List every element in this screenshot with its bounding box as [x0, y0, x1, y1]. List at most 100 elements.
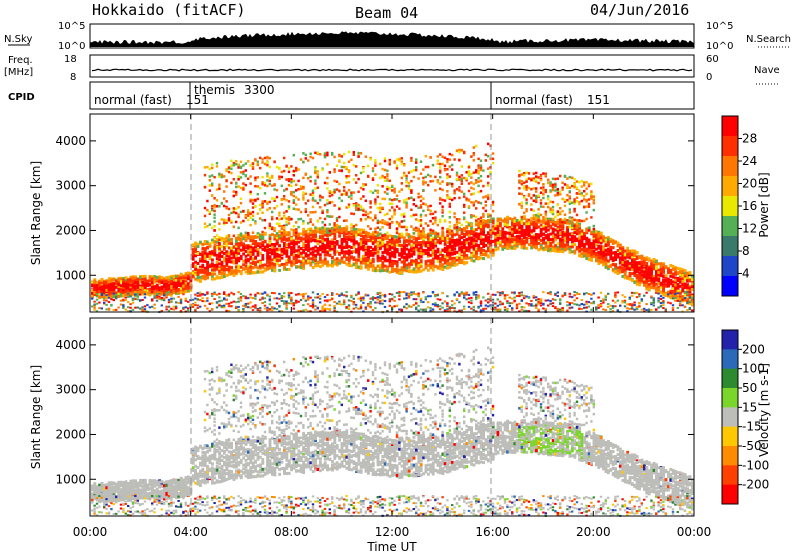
power-cell	[383, 190, 387, 194]
power-cell	[299, 264, 303, 268]
freq-frame	[89, 54, 695, 78]
power-cell	[479, 168, 483, 172]
power-cell	[266, 293, 269, 296]
power-cell	[268, 237, 272, 241]
power-cell	[208, 212, 211, 215]
power-cell	[398, 253, 401, 257]
power-cell	[179, 273, 183, 277]
power-cell	[388, 160, 391, 164]
power-cell	[304, 240, 308, 244]
power-cell	[410, 239, 413, 243]
power-cell	[292, 169, 295, 173]
power-cell	[167, 305, 171, 308]
power-cell	[208, 175, 211, 178]
power-cell	[93, 291, 97, 295]
power-cell	[163, 299, 166, 302]
power-cell	[230, 301, 233, 304]
cpid-panel: CPID normal (fast) 151 themis 3300 norma…	[8, 81, 695, 110]
power-cell	[403, 260, 406, 264]
power-cell	[191, 305, 195, 308]
power-cell	[451, 153, 454, 157]
power-cell	[254, 178, 257, 182]
power-cell	[163, 294, 166, 297]
power-cell	[400, 220, 403, 223]
power-cell	[151, 283, 154, 287]
power-cell	[268, 182, 271, 186]
power-cell	[239, 272, 243, 276]
power-cell	[290, 260, 293, 264]
power-cell	[427, 244, 430, 248]
power-cell	[391, 215, 394, 218]
power-cell	[227, 217, 231, 220]
power-cell	[235, 211, 238, 215]
power-cell	[405, 253, 409, 257]
power-cell	[280, 237, 284, 241]
power-cell	[333, 244, 337, 248]
power-cell	[455, 149, 459, 152]
power-cell	[482, 307, 485, 310]
power-cell	[472, 153, 475, 157]
power-cell	[297, 198, 300, 201]
power-cell	[203, 293, 207, 296]
power-cell	[199, 252, 202, 256]
power-cell	[400, 225, 403, 229]
power-cell	[244, 254, 248, 258]
power-cell	[350, 264, 353, 268]
power-cell	[208, 184, 211, 187]
power-cell	[127, 289, 130, 293]
power-cell	[225, 207, 228, 210]
power-cell	[263, 200, 267, 203]
power-cell	[482, 225, 485, 229]
power-cell	[122, 284, 125, 288]
power-cell	[352, 263, 356, 267]
power-cell	[182, 276, 185, 280]
power-cell	[446, 253, 449, 257]
power-cell	[213, 229, 216, 232]
power-cell	[285, 254, 289, 258]
power-cell	[235, 236, 238, 240]
power-cell	[323, 260, 327, 264]
power-cell	[431, 246, 435, 250]
power-cell	[357, 297, 360, 300]
power-cell	[419, 218, 423, 222]
power-cell	[218, 187, 221, 191]
power-cell	[218, 276, 221, 280]
power-cell	[323, 154, 327, 158]
power-cell	[148, 283, 152, 287]
power-cell	[362, 237, 365, 241]
power-cell	[331, 151, 334, 155]
power-cell	[403, 199, 406, 202]
power-cell	[407, 305, 411, 308]
power-cell	[446, 241, 449, 245]
power-cell	[182, 281, 185, 285]
power-cell	[333, 262, 337, 266]
power-cell	[369, 235, 373, 239]
power-cell	[143, 310, 147, 313]
power-cell	[463, 227, 466, 231]
power-cell	[482, 238, 485, 242]
power-cell	[448, 252, 452, 256]
power-cell	[355, 265, 358, 269]
power-cell	[153, 280, 157, 284]
power-cell	[439, 264, 442, 268]
power-cell	[359, 257, 363, 261]
power-cell	[470, 240, 473, 244]
power-cell	[448, 196, 451, 199]
power-cell	[151, 305, 154, 308]
power-cell	[472, 291, 475, 294]
power-cell	[184, 290, 188, 294]
power-cell	[235, 192, 238, 196]
power-cell	[431, 163, 435, 167]
power-cell	[424, 175, 427, 179]
power-cell	[213, 266, 217, 270]
power-cell	[357, 190, 360, 194]
power-cell	[275, 297, 279, 300]
power-cell	[386, 248, 389, 252]
power-cell	[331, 238, 334, 242]
power-cell	[422, 268, 425, 272]
power-cell	[316, 201, 319, 205]
power-cell	[350, 235, 353, 239]
power-cell	[124, 308, 127, 311]
power-cell	[261, 211, 264, 215]
